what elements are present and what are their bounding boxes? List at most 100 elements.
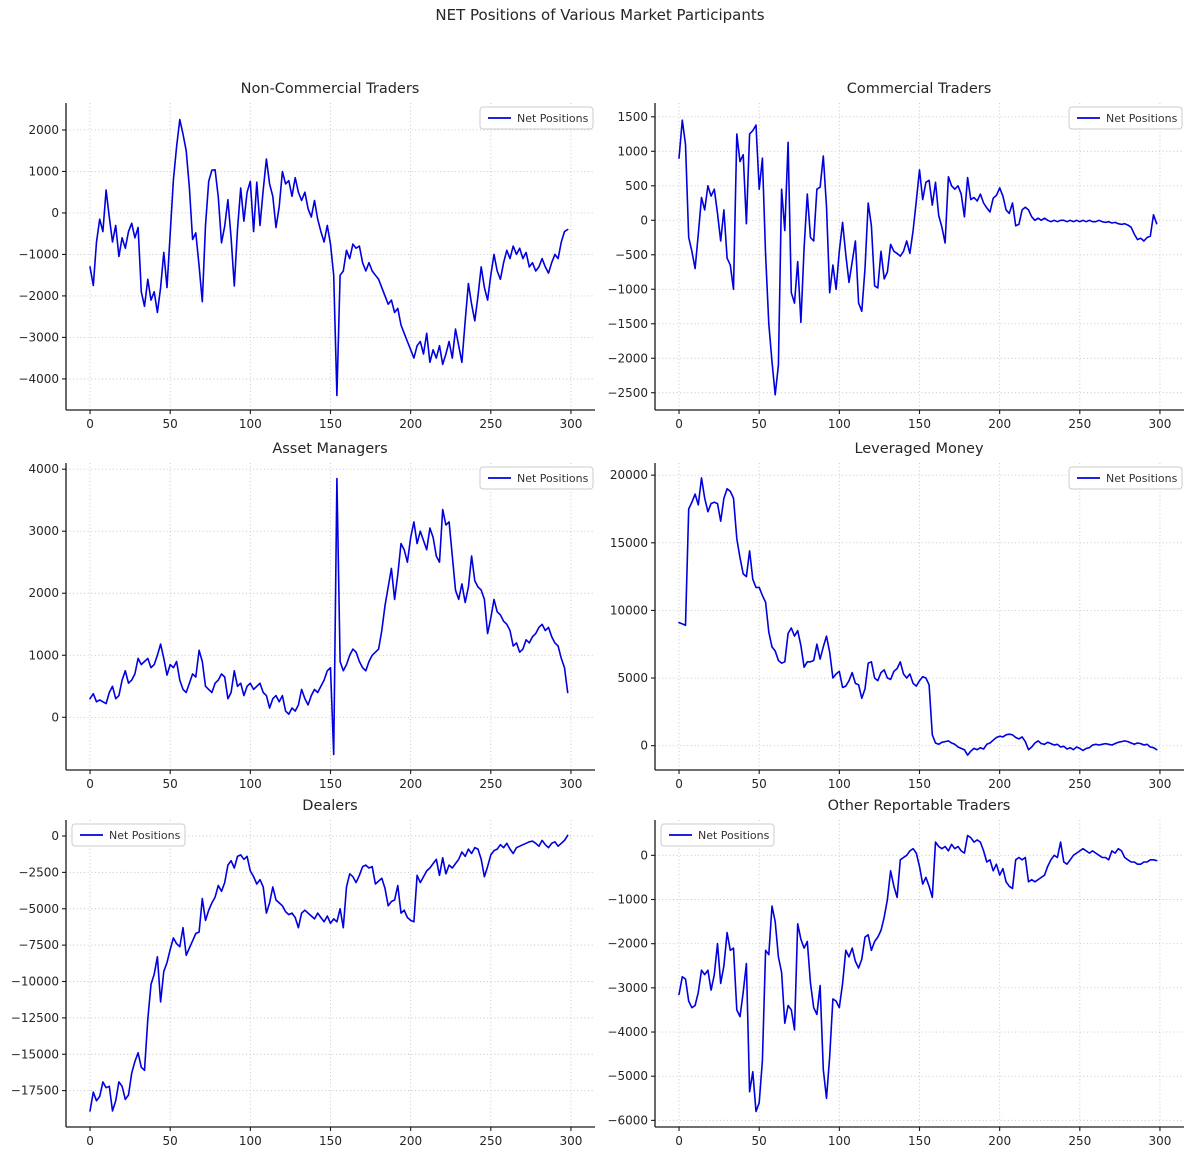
- legend-label: Net Positions: [517, 472, 589, 485]
- y-tick-label: −5000: [607, 1069, 648, 1083]
- x-tick-label: 250: [1068, 777, 1091, 791]
- y-tick-label: −15000: [11, 1047, 59, 1061]
- x-tick-label: 50: [752, 1134, 767, 1148]
- x-tick-label: 150: [908, 1134, 931, 1148]
- y-tick-label: 3000: [28, 524, 59, 538]
- legend-box: [1068, 466, 1183, 490]
- y-tick-label: 1000: [28, 648, 59, 662]
- x-tick-label: 150: [319, 417, 342, 431]
- x-tick-label: 50: [752, 417, 767, 431]
- y-tick-label: 0: [640, 848, 648, 862]
- y-tick-label: 20000: [610, 468, 648, 482]
- y-tick-label: −10000: [11, 975, 59, 989]
- series-net-positions: [89, 118, 569, 397]
- x-tick-label: 150: [319, 1134, 342, 1148]
- y-tick-label: −1000: [607, 893, 648, 907]
- x-tick-label: 0: [675, 777, 683, 791]
- x-tick-label: 100: [828, 417, 851, 431]
- chart-title: Other Reportable Traders: [828, 798, 1011, 814]
- x-tick-label: 250: [479, 417, 502, 431]
- legend-box: [479, 106, 594, 130]
- x-tick-label: 250: [479, 1134, 502, 1148]
- x-tick-label: 50: [163, 417, 178, 431]
- y-tick-label: −2000: [607, 351, 648, 365]
- y-tick-label: −12500: [11, 1011, 59, 1025]
- x-tick-label: 200: [988, 417, 1011, 431]
- y-tick-label: 10000: [610, 603, 648, 617]
- x-tick-label: 100: [828, 1134, 851, 1148]
- y-tick-label: −2000: [18, 289, 59, 303]
- y-tick-label: −17500: [11, 1084, 59, 1098]
- x-tick-label: 100: [239, 777, 262, 791]
- legend: Net Positions: [1068, 466, 1183, 490]
- y-tick-label: 0: [51, 710, 59, 724]
- x-tick-label: 200: [399, 777, 422, 791]
- x-tick-label: 0: [675, 417, 683, 431]
- x-tick-label: 0: [86, 777, 94, 791]
- y-tick-label: 1500: [617, 110, 648, 124]
- chart-commercial-traders: 0 50 100 150 200 250 300 1500 1000 500 0 −500 −1000 −…: [607, 81, 1184, 431]
- x-tick-label: 100: [239, 1134, 262, 1148]
- chart-asset-managers: 0 50 100 150 200 250 300 4000 3000 2000 1000 0 Asse…: [28, 441, 595, 791]
- legend: Net Positions: [71, 823, 186, 847]
- chart-title: Dealers: [302, 798, 357, 814]
- x-tick-label: 300: [1149, 417, 1172, 431]
- plot-area: 0 50 100 150 200 250 300 0 −1000 −2000 −3000 −4000 −…: [607, 820, 1184, 1148]
- x-tick-label: 150: [908, 777, 931, 791]
- y-tick-label: 2000: [28, 123, 59, 137]
- y-tick-label: 0: [51, 829, 59, 843]
- series-net-positions: [89, 477, 569, 756]
- legend: Net Positions: [479, 466, 594, 490]
- x-tick-label: 100: [828, 777, 851, 791]
- plot-area: 0 50 100 150 200 250 300 4000 3000 2000 1000 0: [28, 462, 595, 791]
- y-tick-label: −3000: [18, 330, 59, 344]
- y-tick-label: −5000: [18, 902, 59, 916]
- y-tick-label: 2000: [28, 586, 59, 600]
- legend: Net Positions: [1068, 106, 1183, 130]
- x-tick-label: 200: [399, 1134, 422, 1148]
- legend-label: Net Positions: [517, 112, 589, 125]
- x-tick-label: 0: [86, 1134, 94, 1148]
- legend-label: Net Positions: [109, 829, 181, 842]
- chart-dealers: 0 50 100 150 200 250 300 0 −2500 −5000 −7500 −10000…: [11, 798, 595, 1148]
- chart-leveraged-money: 0 50 100 150 200 250 300 20000 15000 10000 5000 0 L…: [610, 441, 1184, 791]
- figure-suptitle: NET Positions of Various Market Particip…: [435, 6, 765, 24]
- y-tick-label: −4000: [18, 372, 59, 386]
- x-tick-label: 250: [1068, 1134, 1091, 1148]
- chart-title: Asset Managers: [272, 441, 387, 457]
- legend-label: Net Positions: [1106, 112, 1178, 125]
- x-tick-label: 250: [479, 777, 502, 791]
- y-tick-label: 500: [625, 179, 648, 193]
- series-net-positions: [678, 119, 1158, 396]
- x-tick-label: 50: [163, 1134, 178, 1148]
- plot-area: 0 50 100 150 200 250 300 20000 15000 10000 5000 0: [610, 463, 1184, 791]
- legend-box: [1068, 106, 1183, 130]
- x-tick-label: 0: [675, 1134, 683, 1148]
- plot-area: 0 50 100 150 200 250 300 0 −2500 −5000 −7500 −10000…: [11, 820, 595, 1148]
- y-tick-label: −2500: [18, 865, 59, 879]
- legend: Net Positions: [660, 823, 775, 847]
- x-tick-label: 300: [1149, 1134, 1172, 1148]
- y-tick-label: 0: [51, 206, 59, 220]
- y-tick-label: −1000: [18, 247, 59, 261]
- y-tick-label: −7500: [18, 938, 59, 952]
- y-tick-label: −2500: [607, 386, 648, 400]
- y-tick-label: 0: [640, 739, 648, 753]
- y-tick-label: −1000: [607, 282, 648, 296]
- legend-label: Net Positions: [698, 829, 770, 842]
- y-tick-label: 0: [640, 213, 648, 227]
- chart-non-commercial-traders: 0 50 100 150 200 250 300 2000 1000 0 −1000 −2000 −30…: [18, 81, 595, 431]
- series-net-positions: [678, 834, 1158, 1113]
- x-tick-label: 0: [86, 417, 94, 431]
- x-tick-label: 100: [239, 417, 262, 431]
- x-tick-label: 50: [752, 777, 767, 791]
- x-tick-label: 300: [560, 417, 583, 431]
- y-tick-label: −6000: [607, 1113, 648, 1127]
- plot-area: 0 50 100 150 200 250 300 1500 1000 500 0 −500 −1000 −…: [607, 103, 1184, 431]
- series-net-positions: [89, 834, 569, 1112]
- chart-title: Commercial Traders: [847, 81, 992, 97]
- y-tick-label: 1000: [28, 164, 59, 178]
- legend-label: Net Positions: [1106, 472, 1178, 485]
- series-net-positions: [678, 477, 1158, 756]
- legend: Net Positions: [479, 106, 594, 130]
